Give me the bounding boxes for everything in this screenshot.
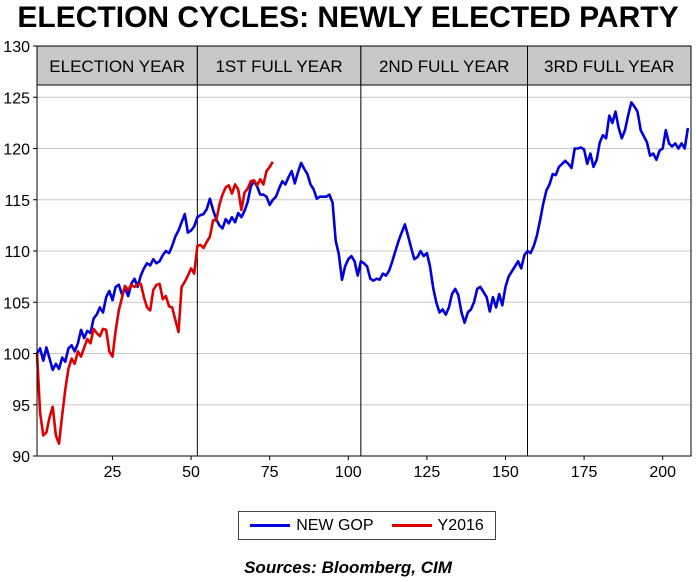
y-tick-label: 120 <box>3 142 30 159</box>
x-tick-label: 200 <box>649 464 676 481</box>
plot-frame <box>36 45 692 457</box>
legend: NEW GOP Y2016 <box>238 511 496 540</box>
legend-item: NEW GOP <box>250 516 374 535</box>
phase-header-box <box>360 45 528 86</box>
y-tick-label: 110 <box>4 244 30 261</box>
x-tick-label: 75 <box>261 464 279 481</box>
y-tick-label: 90 <box>12 449 30 466</box>
x-tick-label: 25 <box>104 464 122 481</box>
series-line-new-gop <box>35 101 690 372</box>
legend-swatch <box>250 524 291 527</box>
legend-label: NEW GOP <box>296 516 374 534</box>
legend-item: Y2016 <box>391 516 484 535</box>
y-tick-label: 105 <box>3 295 30 312</box>
phase-header-box <box>196 45 362 86</box>
phase-layer: ELECTION YEAR 1ST FULL YEAR 2ND FULL YEAR 3… <box>36 45 692 456</box>
y-tick-label: 130 <box>3 39 30 56</box>
x-tick-label: 50 <box>182 464 200 481</box>
x-tick-label: 175 <box>571 464 598 481</box>
series-layer <box>35 101 690 445</box>
grid-layer <box>37 96 691 406</box>
phase-header-label: 1ST FULL YEAR <box>215 57 342 76</box>
axis-layer: 90 95 100 105 110 115 120 125 130 25 50 75 100 125 150… <box>3 39 692 481</box>
phase-header-label: 2ND FULL YEAR <box>379 57 509 76</box>
phase-header-label: 3RD FULL YEAR <box>544 57 674 76</box>
legend-swatch <box>391 524 432 527</box>
y-tick-label: 100 <box>3 347 30 364</box>
phase-header-label: ELECTION YEAR <box>49 57 185 76</box>
y-tick-label: 125 <box>3 90 30 107</box>
x-tick-label: 150 <box>492 464 519 481</box>
chart-title: ELECTION CYCLES: NEWLY ELECTED PARTY <box>17 1 679 34</box>
series-line-y2016 <box>35 161 274 445</box>
legend-label: Y2016 <box>437 516 484 534</box>
x-tick-label: 100 <box>335 464 362 481</box>
y-tick-label: 115 <box>4 193 30 210</box>
y-tick-label: 95 <box>12 398 30 415</box>
x-tick-label: 125 <box>414 464 441 481</box>
source-note: Sources: Bloomberg, CIM <box>244 558 452 577</box>
